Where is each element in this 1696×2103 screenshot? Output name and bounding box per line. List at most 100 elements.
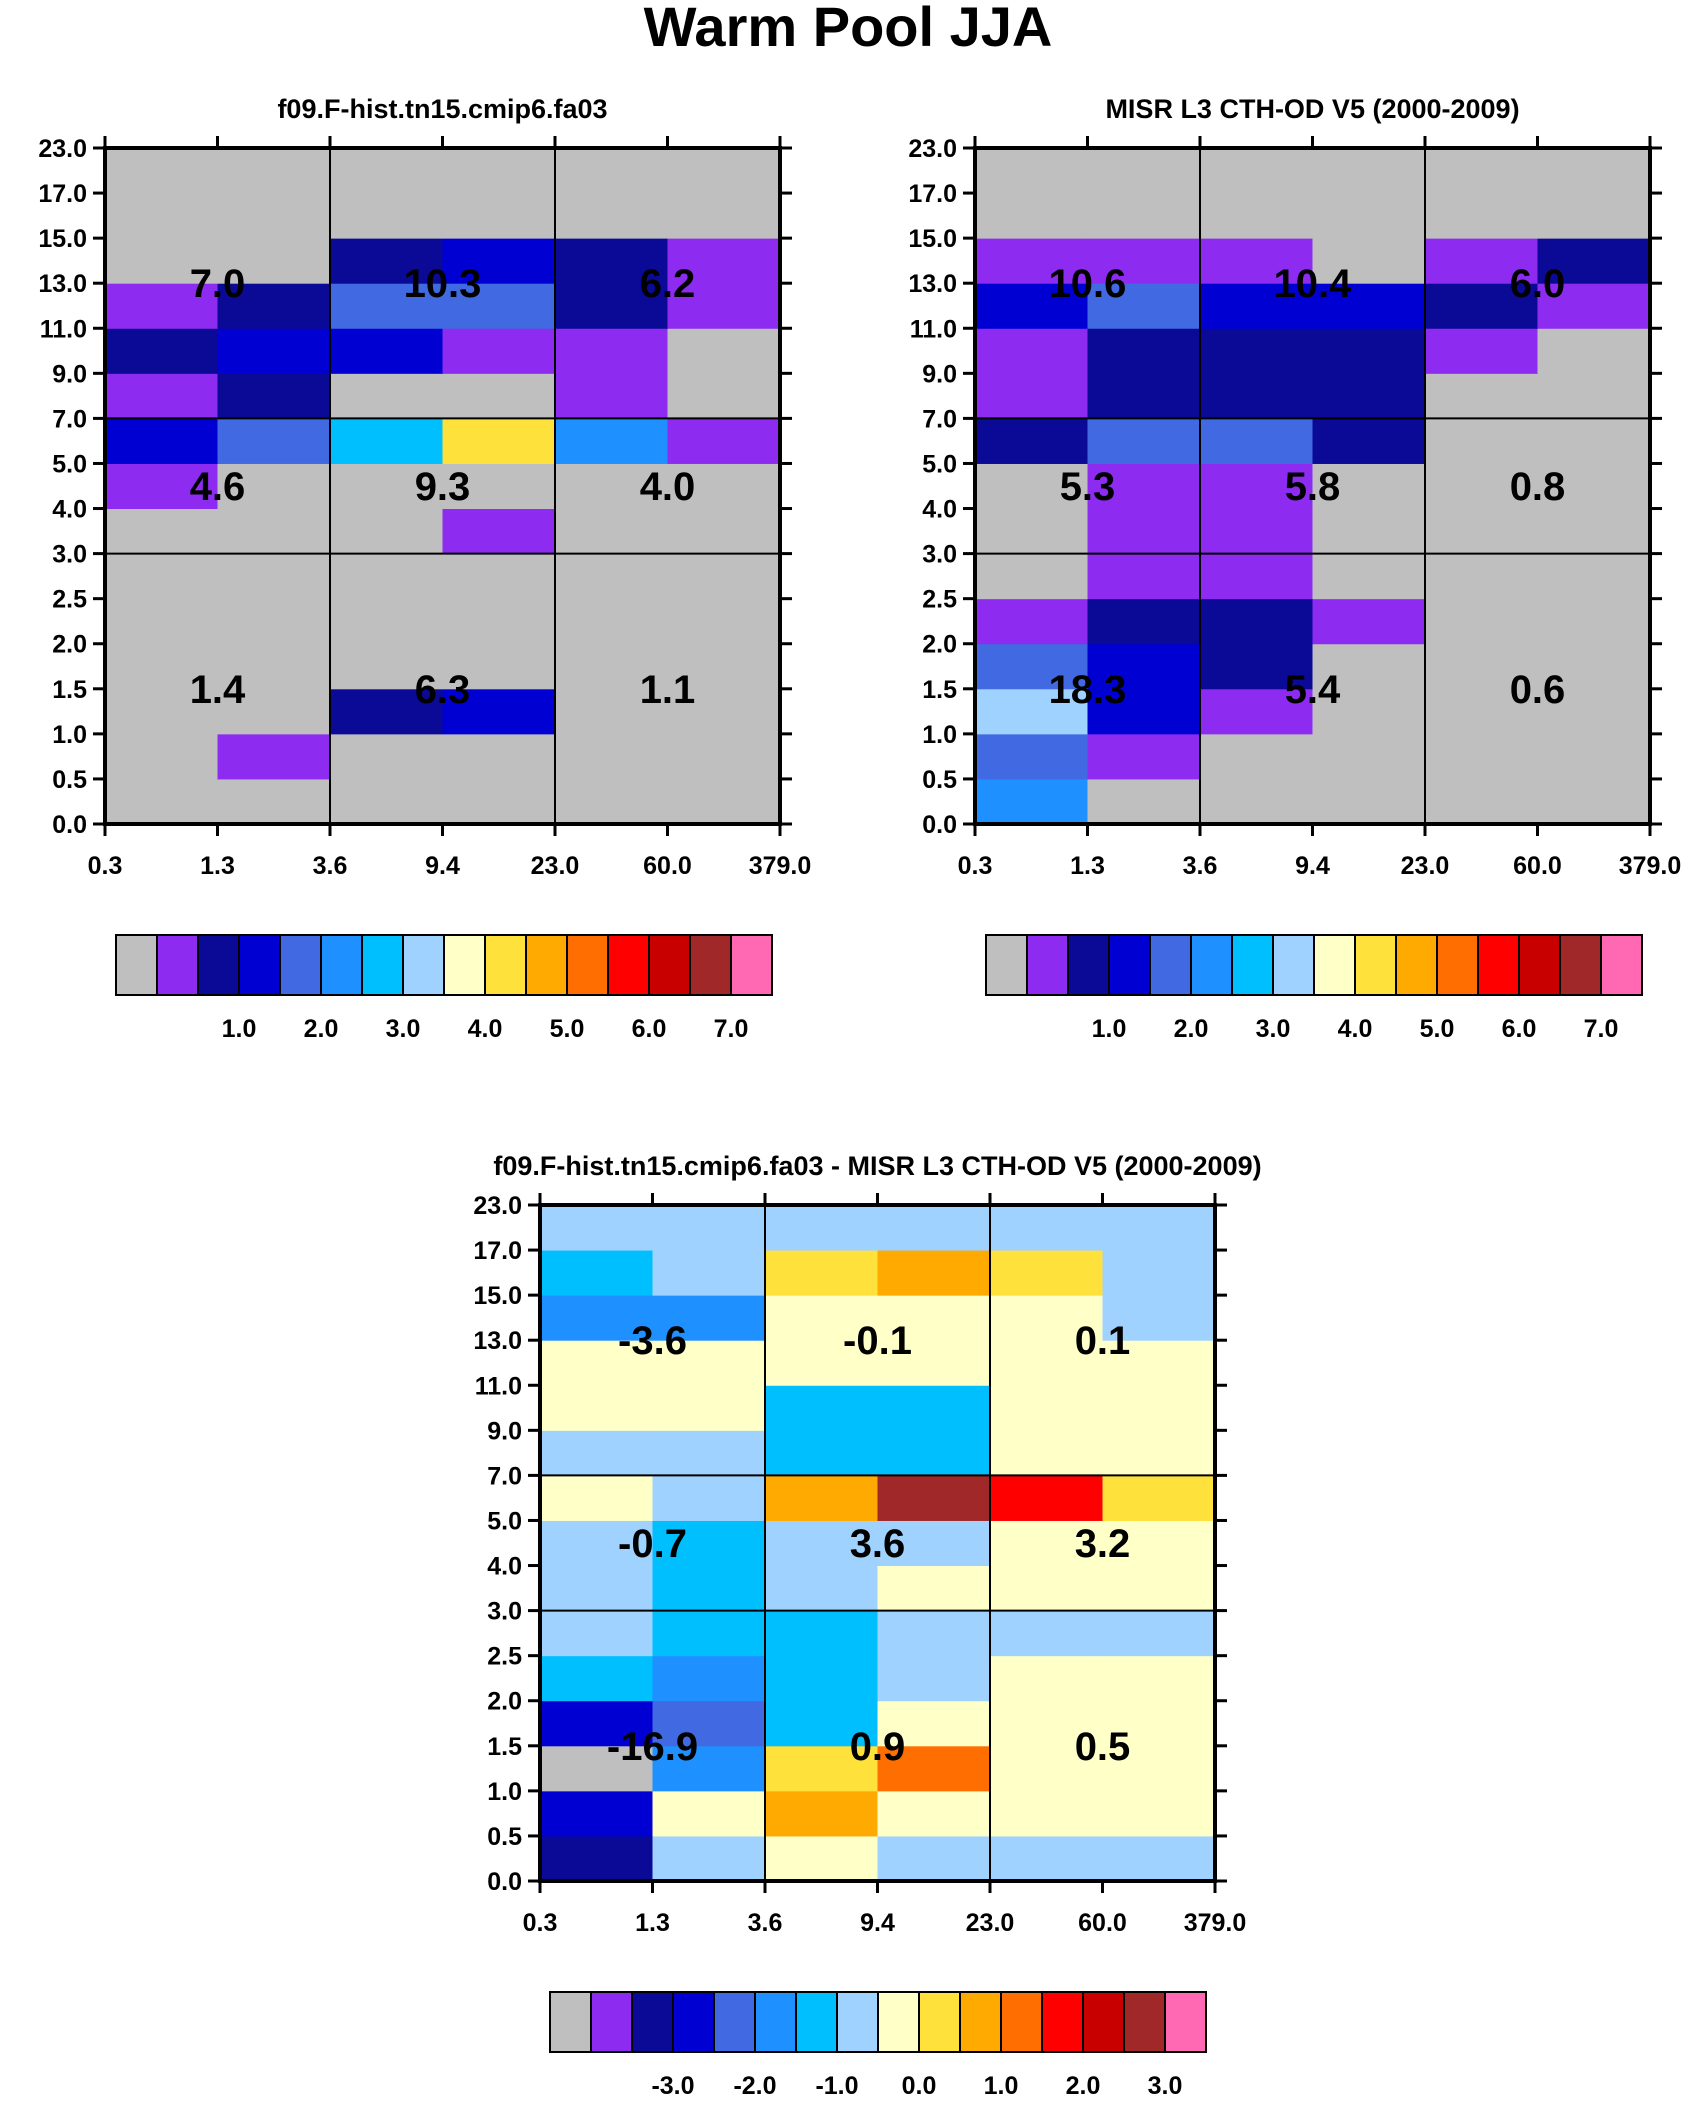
heatmap-cell	[1087, 328, 1201, 374]
panel-title: MISR L3 CTH-OD V5 (2000-2009)	[1105, 94, 1519, 124]
heatmap-cell	[1312, 553, 1426, 600]
heatmap-cell	[990, 1340, 1103, 1386]
heatmap-cell	[975, 553, 1088, 600]
x-tick-label: 3.6	[313, 852, 348, 880]
heatmap-cell	[990, 1565, 1103, 1612]
heatmap-cell	[1087, 778, 1201, 825]
heatmap-cell	[652, 1565, 766, 1612]
heatmap-cell	[540, 1475, 653, 1521]
heatmap-cell	[555, 778, 668, 825]
colorbar-label: 6.0	[632, 1015, 667, 1043]
heatmap-cell	[1425, 238, 1538, 284]
box-value-label: 0.5	[1075, 1725, 1131, 1769]
heatmap-cell	[667, 328, 781, 374]
heatmap-cell	[1200, 283, 1313, 329]
y-tick-label: 2.0	[922, 631, 957, 659]
x-tick-label: 60.0	[643, 852, 692, 880]
heatmap-cell	[1537, 463, 1651, 510]
box-value-label: 0.1	[1075, 1319, 1131, 1363]
colorbar-label: 3.0	[386, 1015, 421, 1043]
heatmap-cell	[1200, 778, 1313, 825]
box-value-label: 3.2	[1075, 1522, 1131, 1566]
colorbar-label: 7.0	[1584, 1015, 1619, 1043]
y-tick-label: 7.0	[487, 1462, 522, 1490]
heatmap-cell	[105, 328, 218, 374]
heatmap-cell	[217, 148, 331, 194]
y-tick-label: 11.0	[40, 315, 87, 343]
heatmap-cell	[540, 1790, 653, 1837]
colorbar-swatch	[1231, 934, 1274, 996]
colorbar-label: -1.0	[815, 2072, 858, 2100]
y-tick-label: 23.0	[38, 135, 87, 163]
heatmap-cell	[217, 778, 331, 825]
heatmap-cell	[652, 1475, 766, 1521]
colorbar-swatch	[1082, 1991, 1125, 2053]
box-value-label: 1.4	[190, 668, 246, 712]
heatmap-cell	[1537, 598, 1651, 645]
y-tick-label: 0.5	[52, 766, 87, 794]
colorbar-swatch	[156, 934, 199, 996]
heatmap-cell	[877, 1385, 991, 1431]
heatmap-cell	[1537, 688, 1651, 735]
heatmap-cell	[1425, 553, 1538, 600]
colorbar-swatch	[484, 934, 527, 996]
heatmap-cell	[555, 418, 668, 464]
heatmap-cell	[667, 733, 781, 780]
heatmap-cell	[877, 1250, 991, 1296]
y-tick-label: 13.0	[38, 270, 87, 298]
heatmap-cell	[555, 193, 668, 239]
heatmap-cell	[540, 1430, 653, 1476]
x-tick-label: 0.3	[523, 1909, 558, 1937]
colorbar-swatch	[1149, 934, 1192, 996]
colorbar-label: 3.0	[1148, 2072, 1183, 2100]
heatmap-cell	[217, 373, 331, 419]
heatmap-cell	[877, 1295, 991, 1341]
y-tick-label: 1.0	[487, 1778, 522, 1806]
colorbar-swatch	[1518, 934, 1561, 996]
heatmap-cell	[330, 553, 443, 600]
heatmap-cell	[765, 1295, 878, 1341]
heatmap-cell	[975, 238, 1088, 284]
heatmap-cell	[975, 508, 1088, 555]
heatmap-cell	[1312, 778, 1426, 825]
heatmap-cell	[652, 1655, 766, 1702]
heatmap-cell	[442, 373, 556, 419]
colorbar-swatch	[197, 934, 240, 996]
colorbar-label: 2.0	[304, 1015, 339, 1043]
heatmap-cell	[990, 1430, 1103, 1476]
y-tick-label: 13.0	[473, 1327, 522, 1355]
heatmap-cell	[1312, 193, 1426, 239]
box-value-label: 10.3	[404, 262, 482, 306]
box-value-label: -0.7	[618, 1522, 687, 1566]
heatmap-cell	[555, 733, 668, 780]
heatmap-cell	[105, 778, 218, 825]
y-tick-label: 5.0	[922, 450, 957, 478]
x-tick-label: 0.3	[88, 852, 123, 880]
box-value-label: -0.1	[843, 1319, 912, 1363]
heatmap-cell	[330, 508, 443, 555]
heatmap-cell	[877, 1520, 991, 1567]
heatmap-cell	[555, 643, 668, 690]
heatmap-cell	[667, 283, 781, 329]
heatmap-cell	[1102, 1340, 1216, 1386]
heatmap-cell	[330, 778, 443, 825]
heatmap-cell	[442, 328, 556, 374]
y-tick-label: 11.0	[910, 315, 957, 343]
heatmap-cell	[555, 508, 668, 555]
heatmap-cell	[1087, 553, 1201, 600]
heatmap-cell	[877, 1475, 991, 1521]
y-tick-label: 5.0	[52, 450, 87, 478]
box-value-label: 6.2	[640, 262, 696, 306]
heatmap-cell	[1425, 148, 1538, 194]
y-tick-label: 15.0	[908, 225, 957, 253]
colorbar-swatch	[402, 934, 445, 996]
colorbar-swatch	[959, 1991, 1002, 2053]
heatmap-cell	[105, 463, 218, 510]
x-tick-label: 3.6	[1183, 852, 1218, 880]
colorbar-label: 4.0	[1338, 1015, 1373, 1043]
x-tick-label: 0.3	[958, 852, 993, 880]
box-value-label: 0.9	[850, 1725, 906, 1769]
box-value-label: 4.6	[190, 465, 246, 509]
heatmap-cell	[1312, 598, 1426, 645]
y-tick-label: 1.5	[52, 676, 87, 704]
